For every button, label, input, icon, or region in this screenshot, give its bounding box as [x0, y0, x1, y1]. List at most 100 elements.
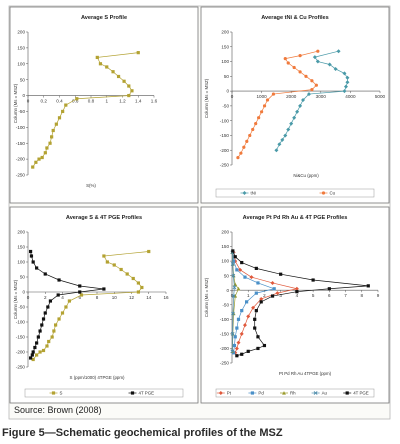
data-point: [116, 74, 121, 79]
y-tick-label: 100: [221, 259, 229, 264]
y-tick-label: -100: [220, 317, 230, 322]
data-point: [251, 127, 255, 132]
data-point: [231, 273, 236, 278]
x-tick-label: 5000: [375, 94, 386, 99]
y-tick-label: 100: [17, 260, 25, 265]
data-point: [78, 284, 82, 288]
data-point: [105, 65, 109, 69]
data-point: [236, 317, 241, 321]
legend-label: Rh: [290, 391, 296, 396]
x-tick-label: 6: [328, 293, 331, 298]
x-tick-label: 8: [360, 293, 363, 298]
data-point: [79, 293, 84, 297]
y-axis-label: Column (Ms = MSZ): [13, 83, 18, 123]
data-point: [314, 83, 318, 87]
x-axis-label: Pt Pd Rh Au 4TPGE (ppm): [279, 371, 332, 376]
x-tick-label: 0: [27, 99, 30, 104]
x-tick-label: 4: [61, 295, 64, 300]
panel-frame: [9, 206, 199, 404]
y-tick-label: 100: [17, 61, 25, 66]
chart-panel-1: Average S Profile-250-200-150-100-500501…: [9, 6, 199, 204]
y-tick-label: 200: [17, 30, 25, 35]
data-point: [262, 343, 267, 348]
legend: S 4T PGE: [24, 388, 184, 398]
data-point: [31, 357, 35, 362]
y-tick-label: 150: [221, 44, 229, 49]
data-point: [310, 88, 314, 92]
y-tick-label: -200: [220, 346, 230, 351]
data-point: [254, 291, 258, 295]
data-point: [38, 350, 42, 354]
y-tick-label: 150: [221, 244, 229, 249]
chart-panel-3: Average S & 4T PGE Profiles -250 -200 -150 -…: [9, 206, 199, 404]
data-point: [298, 54, 302, 58]
data-point: [54, 323, 58, 327]
data-point: [242, 323, 247, 328]
data-point: [102, 254, 106, 258]
x-tick-label: 1000: [256, 94, 267, 99]
data-point: [345, 80, 350, 85]
legend-label: 4T PGE: [139, 391, 155, 396]
data-point: [274, 148, 279, 153]
y-tick-label: -250: [16, 173, 26, 178]
data-point: [253, 326, 257, 330]
data-point: [286, 61, 290, 65]
series-4t-pge: [28, 249, 106, 360]
data-point: [30, 353, 34, 357]
data-point: [279, 272, 283, 276]
y-tick-label: -50: [222, 103, 229, 108]
series-s: [31, 249, 151, 362]
x-tick-label: 0.6: [72, 99, 79, 104]
chart-title: Average tNi & Cu Profiles: [261, 15, 329, 21]
x-tick-label: 1.4: [135, 99, 142, 104]
data-point: [327, 287, 331, 291]
y-tick-label: -50: [18, 305, 25, 310]
data-point: [240, 260, 244, 265]
data-point: [102, 287, 106, 291]
data-point: [136, 281, 140, 285]
legend-swatch-marker: [313, 391, 318, 395]
data-point: [270, 280, 275, 285]
chart-panel-2: Average tNi & Cu Profiles -250 -200 -150 -10…: [200, 6, 390, 204]
y-tick-label: 50: [224, 74, 230, 79]
x-tick-label: 16: [163, 295, 169, 300]
y-tick-label: -200: [16, 157, 26, 162]
data-point: [130, 89, 134, 93]
data-point: [230, 331, 235, 336]
x-tick-label: 2: [44, 295, 47, 300]
legend-label: Au: [322, 391, 328, 396]
data-point: [60, 311, 65, 315]
data-point: [289, 121, 294, 126]
data-point: [136, 51, 140, 55]
legend-swatch-marker: [345, 391, 349, 395]
chart-panel-4: Average Pt Pd Rh Au & 4T PGE Profiles -25…: [200, 206, 390, 404]
x-tick-label: 1: [247, 293, 250, 298]
series-4t-pge: [231, 249, 370, 358]
y-tick-label: 100: [221, 59, 229, 64]
data-point: [256, 281, 260, 285]
data-point: [41, 348, 46, 353]
data-point: [52, 329, 56, 333]
legend-swatch-marker: [51, 391, 56, 395]
series-line: [231, 252, 235, 352]
y-tick-label: -50: [18, 109, 25, 114]
data-point: [345, 75, 350, 80]
data-point: [275, 291, 280, 296]
data-point: [50, 335, 54, 339]
data-point: [48, 299, 53, 303]
data-point: [233, 255, 237, 259]
data-point: [249, 275, 254, 280]
y-tick-label: 150: [17, 245, 25, 250]
data-point: [316, 49, 320, 53]
data-point: [61, 109, 65, 114]
data-point: [256, 335, 260, 339]
data-point: [36, 335, 40, 339]
data-point: [45, 146, 49, 150]
y-tick-label: -150: [16, 141, 26, 146]
x-tick-label: 0: [231, 94, 234, 99]
x-tick-label: 0: [231, 293, 234, 298]
data-point: [57, 116, 62, 120]
data-point: [75, 97, 79, 101]
data-point: [236, 156, 240, 160]
data-point: [238, 267, 243, 272]
